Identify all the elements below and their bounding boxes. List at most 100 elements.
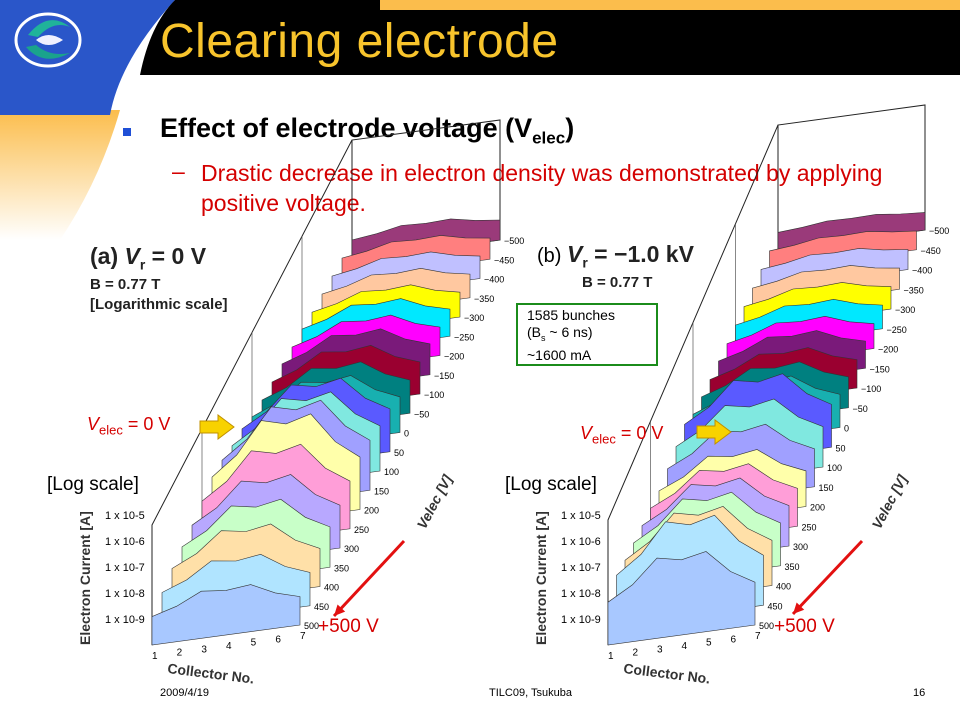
z-tick-label: −50 xyxy=(414,409,429,419)
footer-date: 2009/4/19 xyxy=(160,687,209,699)
annotation-line1: 1585 bunches xyxy=(527,307,615,323)
z-axis-label: Velec [V] xyxy=(414,471,456,531)
annotation-line2: (Bs ~ 6 ns) xyxy=(527,324,656,347)
z-tick-label: −400 xyxy=(912,266,932,276)
panel-b-vr-sub: r xyxy=(582,254,588,271)
z-tick-label: −300 xyxy=(895,305,915,315)
y-tick-label: 1 x 10-6 xyxy=(105,536,145,548)
sub-bullet-dash: – xyxy=(172,158,185,184)
panel-b-field: B = 0.77 T xyxy=(582,273,653,291)
x-tick-label: 2 xyxy=(177,648,183,659)
annotation-line2-post: ~ 6 ns) xyxy=(545,324,593,340)
z-tick-label: −450 xyxy=(494,255,514,265)
annotation-line2-sub: s xyxy=(541,332,546,343)
y-tick-label: 1 x 10-9 xyxy=(561,614,601,626)
panel-a-velec-sub: elec xyxy=(99,422,123,438)
x-tick-label: 3 xyxy=(657,644,663,655)
panel-a-vr-sub: r xyxy=(139,256,146,273)
x-tick-label: 7 xyxy=(755,631,761,642)
z-tick-label: 100 xyxy=(384,467,399,477)
panel-a-header: (a) Vr = 0 V B = 0.77 T [Logarithmic sca… xyxy=(90,243,290,313)
y-axis-label: Electron Current [A] xyxy=(77,511,93,645)
z-tick-label: −150 xyxy=(870,364,890,374)
panel-a-scale-note: [Logarithmic scale] xyxy=(90,295,228,313)
top-orange-strip xyxy=(380,0,960,10)
panel-b-plus-label: +500 V xyxy=(774,616,835,637)
panel-a-log-scale: [Log scale] xyxy=(47,474,139,495)
red-arrow-icon xyxy=(791,539,864,616)
red-arrowhead-icon xyxy=(334,604,346,616)
x-tick-label: 1 xyxy=(152,651,158,662)
z-tick-label: −500 xyxy=(504,236,524,246)
z-tick-label: −300 xyxy=(464,313,484,323)
z-tick-label: −150 xyxy=(434,371,454,381)
footer-page-number: 16 xyxy=(913,687,926,699)
z-tick-label: −250 xyxy=(454,332,474,342)
z-tick-label: 250 xyxy=(354,525,369,535)
z-tick-label: −400 xyxy=(484,275,504,285)
z-tick-label: 300 xyxy=(793,542,808,552)
x-tick-label: 6 xyxy=(731,634,737,645)
panel-a-velec-value: = 0 V xyxy=(122,414,171,434)
z-tick-label: 50 xyxy=(836,443,846,453)
z-tick-label: −50 xyxy=(853,404,868,414)
bullet-sub: elec xyxy=(532,128,566,148)
panel-a-field: B = 0.77 T xyxy=(90,275,161,293)
kek-logo-icon xyxy=(14,12,82,68)
z-tick-label: 450 xyxy=(768,601,783,611)
y-tick-label: 1 x 10-7 xyxy=(105,562,145,574)
z-tick-label: −200 xyxy=(878,345,898,355)
waterfall-chart-b: −500−450−400−350−300−250−200−150−100−500… xyxy=(533,104,949,687)
bullet-suffix: ) xyxy=(565,113,575,143)
z-tick-label: 0 xyxy=(404,429,409,439)
z-tick-label: 200 xyxy=(810,503,825,513)
panel-b-vr-line: (b) Vr = −1.0 kV xyxy=(537,241,757,271)
chart-slice-500 xyxy=(607,551,756,646)
z-tick-label: −500 xyxy=(929,226,949,236)
panel-b-velec-value: = 0 V xyxy=(615,423,664,443)
y-tick-label: 1 x 10-6 xyxy=(561,536,601,548)
z-tick-label: −250 xyxy=(887,325,907,335)
z-tick-label: 150 xyxy=(374,486,389,496)
x-tick-label: 7 xyxy=(300,631,306,642)
annotation-line2-pre: (B xyxy=(527,324,541,340)
panel-a-plus-label: +500 V xyxy=(318,616,379,637)
x-tick-label: 6 xyxy=(275,634,281,645)
y-tick-label: 1 x 10-5 xyxy=(561,510,601,522)
z-tick-label: 400 xyxy=(776,582,791,592)
z-tick-label: 500 xyxy=(304,621,319,631)
z-tick-label: 150 xyxy=(819,483,834,493)
z-tick-label: 0 xyxy=(844,424,849,434)
red-arrowhead-icon xyxy=(793,602,805,614)
panel-b-log-scale: [Log scale] xyxy=(505,474,597,495)
waterfall-chart-a: −500−450−400−350−300−250−200−150−100−500… xyxy=(77,119,524,687)
slide-title: Clearing electrode xyxy=(160,15,559,68)
red-arrow-icon xyxy=(332,539,406,618)
sub-bullet-text: Drastic decrease in electron density was… xyxy=(201,160,883,216)
x-tick-label: 5 xyxy=(251,638,257,649)
annotation-line3: ~1600 mA xyxy=(527,346,592,363)
panel-b-vr-value: = −1.0 kV xyxy=(587,241,694,267)
y-tick-label: 1 x 10-8 xyxy=(561,588,601,600)
panel-a-vr-value: = 0 V xyxy=(145,243,207,269)
panel-b-velec-sub: elec xyxy=(592,431,616,447)
bullet-heading: Effect of electrode voltage (Velec) xyxy=(160,113,574,148)
x-tick-label: 5 xyxy=(706,638,712,649)
panel-a-vr-symbol: V xyxy=(124,243,140,269)
z-tick-label: −450 xyxy=(921,246,941,256)
y-tick-label: 1 x 10-9 xyxy=(105,614,145,626)
z-tick-label: 200 xyxy=(364,506,379,516)
x-tick-label: 4 xyxy=(682,641,688,652)
y-axis-label: Electron Current [A] xyxy=(533,511,549,645)
z-tick-label: 350 xyxy=(334,563,349,573)
panel-b-label: (b) xyxy=(537,245,567,267)
panel-b-velec-v: V xyxy=(580,423,593,443)
z-tick-label: 500 xyxy=(759,621,774,631)
panel-b-header: (b) Vr = −1.0 kV B = 0.77 T xyxy=(537,241,757,291)
footer-center: TILC09, Tsukuba xyxy=(489,687,572,699)
panel-b-velec-label: Velec = 0 V xyxy=(580,423,663,447)
z-tick-label: 100 xyxy=(827,463,842,473)
x-axis-label: Collector No. xyxy=(623,660,711,686)
